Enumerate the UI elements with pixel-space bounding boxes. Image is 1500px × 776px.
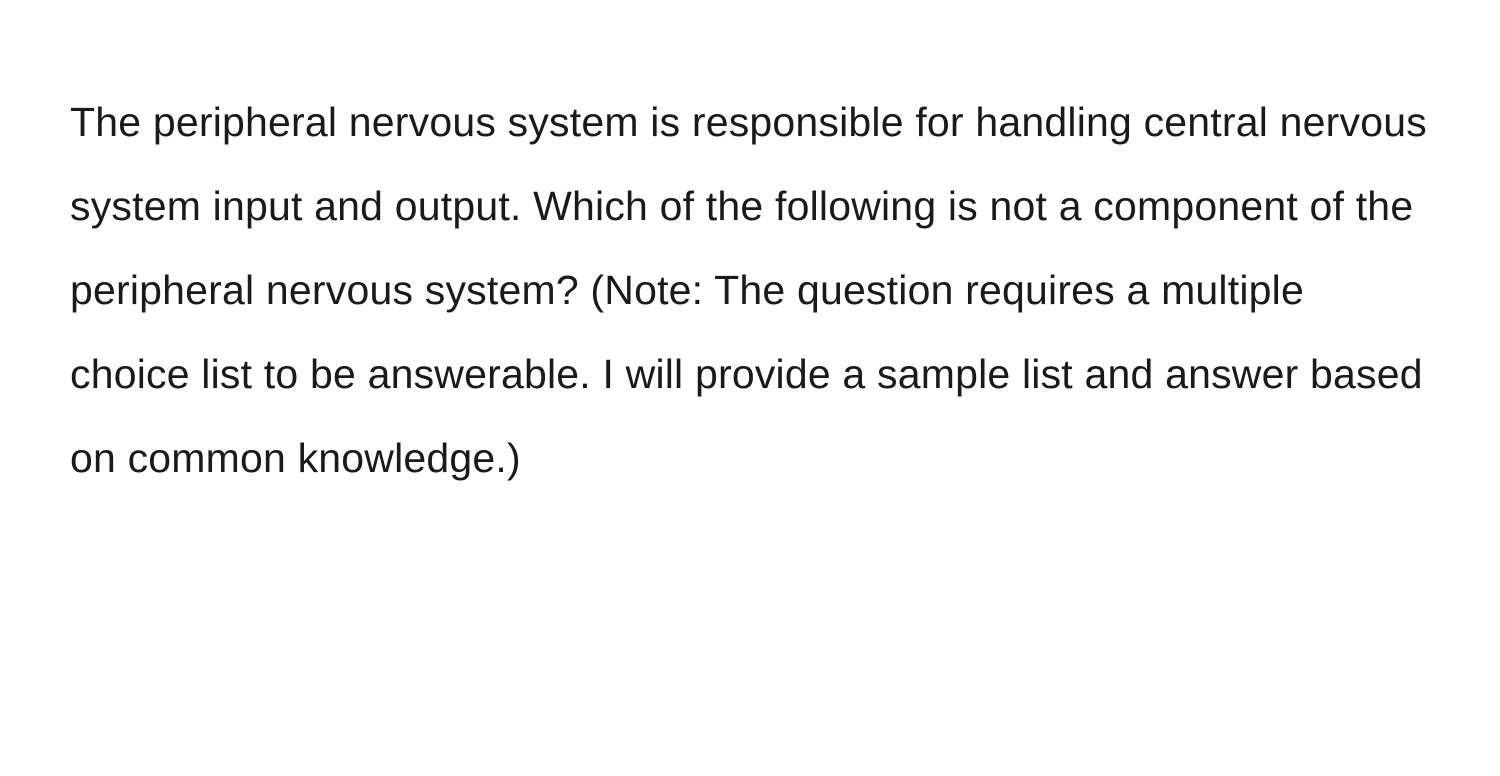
question-container: The peripheral nervous system is respons… (0, 0, 1500, 776)
question-text: The peripheral nervous system is respons… (70, 80, 1430, 500)
